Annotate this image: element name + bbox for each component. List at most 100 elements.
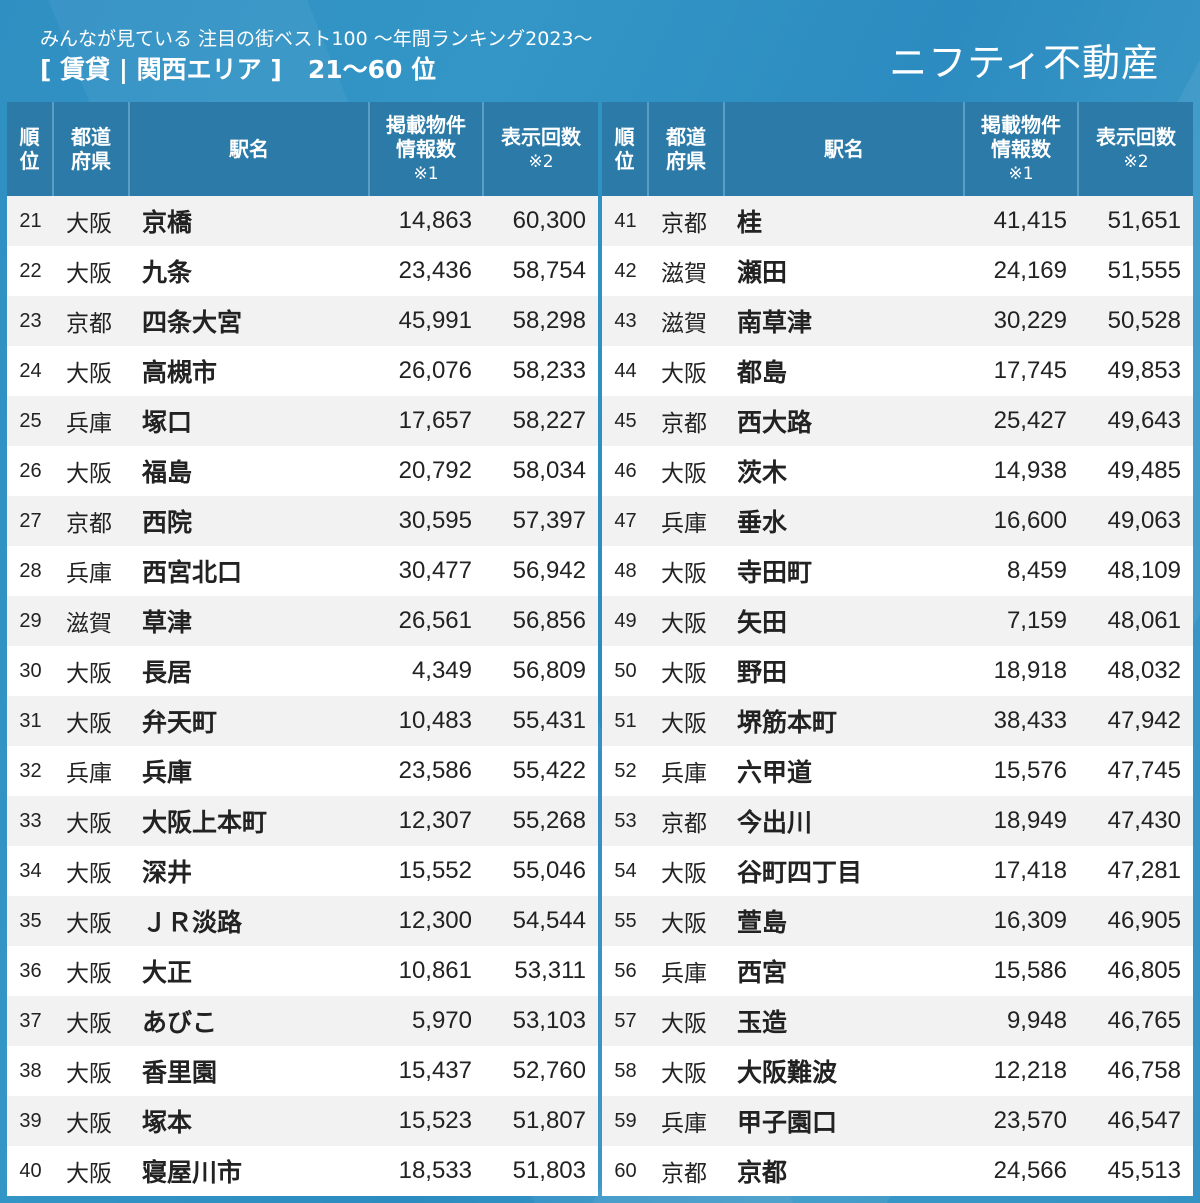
views-count-cell: 47,430 xyxy=(1107,807,1181,834)
station-name-cell: 六甲道 xyxy=(737,758,813,787)
prefecture-cell: 京都 xyxy=(66,311,112,337)
station-name-cell: 谷町四丁目 xyxy=(737,858,863,887)
table-row: 55 大阪 萱島 16,309 46,905 xyxy=(602,896,1193,946)
column-header-rank: 順 位 xyxy=(7,102,54,196)
table-row: 32 兵庫 兵庫 23,586 55,422 xyxy=(7,746,598,796)
views-count-cell: 46,547 xyxy=(1107,1107,1181,1134)
station-name-cell: 垂水 xyxy=(737,508,788,537)
column-header-listings: 掲載物件 情報数 ※1 xyxy=(370,102,484,196)
rank-cell: 58 xyxy=(614,1059,637,1082)
prefecture-cell: 兵庫 xyxy=(66,561,112,587)
prefecture-cell: 京都 xyxy=(661,1161,707,1187)
listings-count-cell: 20,792 xyxy=(398,457,472,484)
rank-cell: 38 xyxy=(19,1059,42,1082)
listings-count-cell: 30,229 xyxy=(993,307,1067,334)
table-row: 58 大阪 大阪難波 12,218 46,758 xyxy=(602,1046,1193,1096)
station-name-cell: 九条 xyxy=(142,258,193,287)
column-header-views: 表示回数 ※2 xyxy=(501,125,581,173)
rank-cell: 55 xyxy=(614,909,637,932)
views-count-cell: 51,555 xyxy=(1107,257,1181,284)
table-row: 25 兵庫 塚口 17,657 58,227 xyxy=(7,396,598,446)
listings-count-cell: 15,552 xyxy=(398,857,472,884)
views-count-cell: 57,397 xyxy=(512,507,586,534)
rank-cell: 49 xyxy=(614,609,637,632)
rank-cell: 26 xyxy=(19,459,42,482)
rank-cell: 45 xyxy=(614,409,637,432)
prefecture-cell: 大阪 xyxy=(66,1161,112,1187)
views-count-cell: 56,856 xyxy=(512,607,586,634)
station-name-cell: 寺田町 xyxy=(737,558,813,587)
rank-cell: 52 xyxy=(614,759,637,782)
station-name-cell: 高槻市 xyxy=(142,358,218,387)
station-name-cell: 京橋 xyxy=(142,208,193,237)
listings-count-cell: 24,169 xyxy=(993,257,1067,284)
table-row: 29 滋賀 草津 26,561 56,856 xyxy=(7,596,598,646)
station-name-cell: 長居 xyxy=(142,658,193,687)
views-count-cell: 50,528 xyxy=(1107,307,1181,334)
rank-cell: 50 xyxy=(614,659,637,682)
listings-count-cell: 15,523 xyxy=(398,1107,472,1134)
prefecture-cell: 京都 xyxy=(661,811,707,837)
column-header-station: 駅名 xyxy=(130,102,370,196)
page-subtitle: みんなが見ている 注目の街ベスト100 〜年間ランキング2023〜 xyxy=(40,28,593,50)
table-row: 50 大阪 野田 18,918 48,032 xyxy=(602,646,1193,696)
station-name-cell: 茨木 xyxy=(737,458,788,487)
listings-count-cell: 15,586 xyxy=(993,957,1067,984)
ranking-table-right: 順 位 都道 府県 駅名 掲載物件 情報数 ※1 表示回数 ※2 41 京都桂 41… xyxy=(602,102,1193,1196)
views-count-cell: 54,544 xyxy=(512,907,586,934)
column-header-station: 駅名 xyxy=(725,102,965,196)
station-name-cell: ＪＲ淡路 xyxy=(142,908,243,937)
column-header-rank: 順 位 xyxy=(602,102,649,196)
prefecture-cell: 大阪 xyxy=(66,961,112,987)
station-name-cell: 寝屋川市 xyxy=(142,1158,243,1187)
prefecture-cell: 滋賀 xyxy=(661,311,707,337)
listings-count-cell: 12,300 xyxy=(398,907,472,934)
views-count-cell: 55,046 xyxy=(512,857,586,884)
column-header-prefecture: 都道 府県 xyxy=(649,102,725,196)
range-label: 21〜60 位 xyxy=(307,55,437,84)
prefecture-cell: 大阪 xyxy=(661,461,707,487)
views-count-cell: 47,281 xyxy=(1107,857,1181,884)
table-row: 57 大阪 玉造 9,948 46,765 xyxy=(602,996,1193,1046)
views-count-cell: 55,422 xyxy=(512,757,586,784)
table-row: 47 兵庫 垂水 16,600 49,063 xyxy=(602,496,1193,546)
prefecture-cell: 京都 xyxy=(66,511,112,537)
station-name-cell: 萱島 xyxy=(737,908,788,937)
listings-count-cell: 18,533 xyxy=(398,1157,472,1184)
listings-count-cell: 7,159 xyxy=(1006,607,1067,634)
column-header-views: 表示回数 ※2 xyxy=(1096,125,1176,173)
table-row: 44 大阪 都島 17,745 49,853 xyxy=(602,346,1193,396)
station-name-cell: 香里園 xyxy=(142,1058,218,1087)
station-name-cell: 西院 xyxy=(142,508,193,537)
views-count-cell: 58,754 xyxy=(512,257,586,284)
views-count-cell: 46,805 xyxy=(1107,957,1181,984)
prefecture-cell: 兵庫 xyxy=(661,961,707,987)
prefecture-cell: 大阪 xyxy=(661,361,707,387)
rank-cell: 32 xyxy=(19,759,42,782)
views-count-cell: 48,109 xyxy=(1107,557,1181,584)
rank-cell: 33 xyxy=(19,809,42,832)
views-count-cell: 45,513 xyxy=(1107,1157,1181,1184)
listings-count-cell: 38,433 xyxy=(993,707,1067,734)
prefecture-cell: 京都 xyxy=(661,211,707,237)
views-count-cell: 49,063 xyxy=(1107,507,1181,534)
listings-count-cell: 24,566 xyxy=(993,1157,1067,1184)
prefecture-cell: 大阪 xyxy=(661,561,707,587)
table-row: 28 兵庫 西宮北口 30,477 56,942 xyxy=(7,546,598,596)
table-row: 38 大阪 香里園 15,437 52,760 xyxy=(7,1046,598,1096)
page-header: みんなが見ている 注目の街ベスト100 〜年間ランキング2023〜 [ 賃貸 |… xyxy=(0,0,1200,100)
listings-count-cell: 18,918 xyxy=(993,657,1067,684)
listings-count-cell: 14,938 xyxy=(993,457,1067,484)
station-name-cell: 西宮 xyxy=(737,958,788,987)
prefecture-cell: 大阪 xyxy=(66,361,112,387)
views-count-cell: 58,233 xyxy=(512,357,586,384)
prefecture-cell: 大阪 xyxy=(66,211,112,237)
rank-cell: 41 xyxy=(614,209,637,232)
prefecture-cell: 大阪 xyxy=(66,1111,112,1137)
views-count-cell: 55,431 xyxy=(512,707,586,734)
listings-count-cell: 17,745 xyxy=(993,357,1067,384)
column-header-listings: 掲載物件 情報数 ※1 xyxy=(965,102,1079,196)
station-name-cell: 四条大宮 xyxy=(142,308,243,337)
station-name-cell: 草津 xyxy=(142,608,193,637)
station-name-cell: 甲子園口 xyxy=(737,1108,838,1137)
